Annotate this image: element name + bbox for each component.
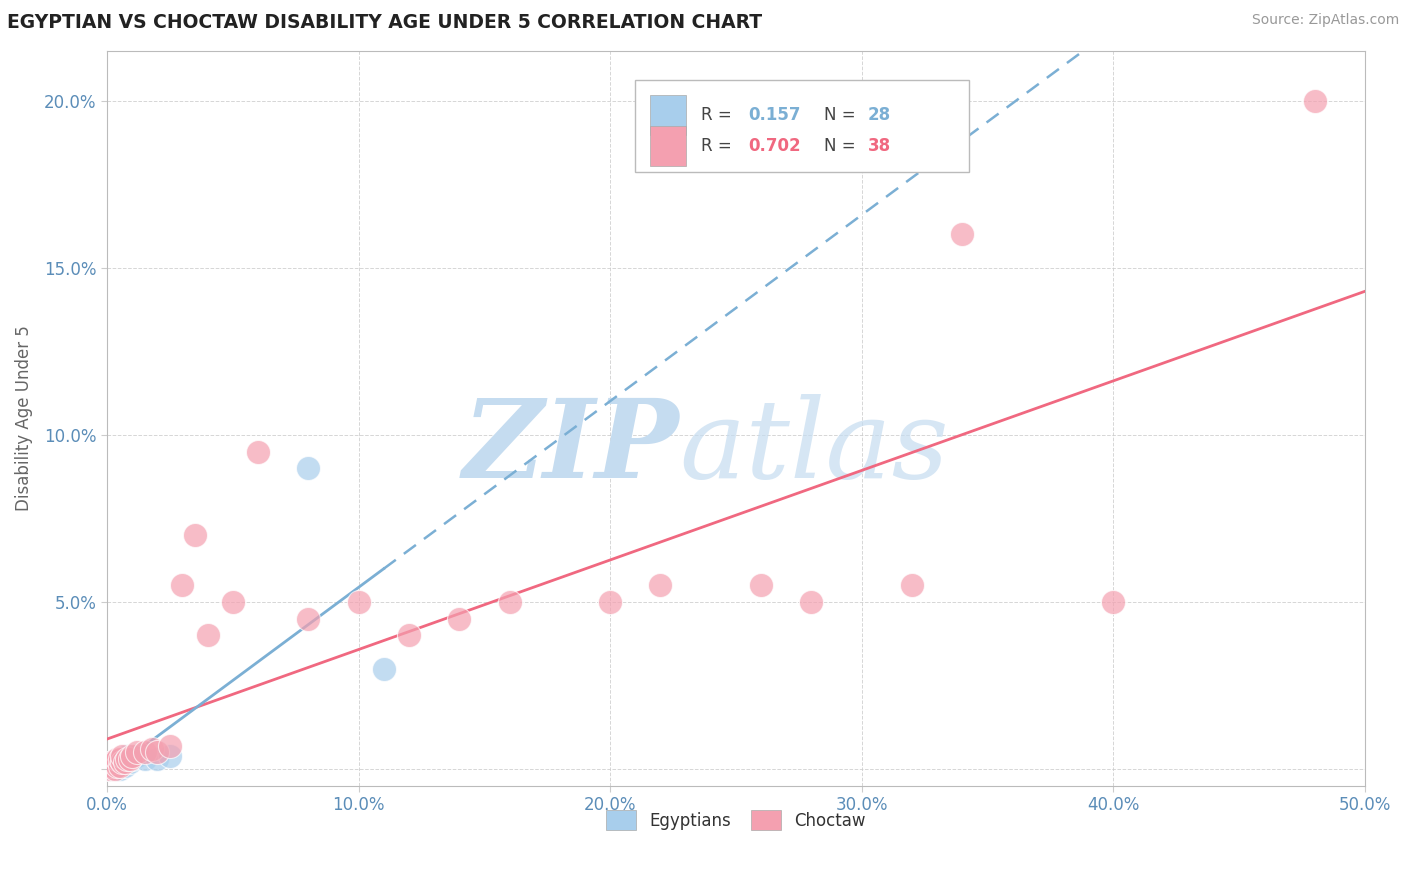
Y-axis label: Disability Age Under 5: Disability Age Under 5 [15,326,32,511]
Point [105,758,128,772]
Point [115,748,138,763]
Point [111,752,134,766]
Point [449,612,471,626]
Point [108,758,131,772]
Point [114,756,136,770]
Point [108,756,131,770]
Point [134,745,156,759]
Point [134,752,156,766]
Point [114,752,136,766]
Point [184,528,207,542]
Text: R =: R = [700,137,737,155]
Point [101,756,124,770]
Point [146,745,169,759]
Point [108,762,131,776]
Point [599,595,621,609]
Point [1303,94,1326,108]
Point [159,739,181,753]
Text: 38: 38 [868,137,891,155]
Point [111,748,134,763]
Point [127,748,149,763]
Point [373,662,395,676]
Bar [651,95,686,136]
Point [146,752,169,766]
Point [121,752,143,766]
Point [103,756,125,770]
Text: ZIP: ZIP [463,394,679,501]
Point [800,595,823,609]
Point [105,752,128,766]
Point [498,595,520,609]
Point [347,595,370,609]
Text: EGYPTIAN VS CHOCTAW DISABILITY AGE UNDER 5 CORRELATION CHART: EGYPTIAN VS CHOCTAW DISABILITY AGE UNDER… [7,13,762,32]
Point [121,748,143,763]
Point [108,752,131,766]
Bar [651,126,686,167]
Point [222,595,245,609]
Point [111,758,134,772]
Point [98,762,121,776]
Point [105,756,128,770]
Point [159,748,181,763]
Point [103,756,125,770]
Point [118,752,141,766]
Text: atlas: atlas [679,394,949,501]
Point [115,752,138,766]
Point [172,578,194,592]
Text: 0.157: 0.157 [748,106,801,124]
Point [749,578,772,592]
Point [103,762,125,776]
Point [103,762,125,776]
Point [118,756,141,770]
Point [1102,595,1125,609]
Text: N =: N = [824,137,860,155]
Point [98,762,121,776]
FancyBboxPatch shape [636,80,969,172]
Point [105,762,128,776]
Point [141,742,163,756]
Point [101,758,124,772]
Point [246,444,269,458]
Point [950,227,973,242]
Point [901,578,924,592]
Point [197,628,219,642]
Text: N =: N = [824,106,860,124]
Point [98,762,121,776]
Point [101,758,124,772]
Point [105,758,128,772]
Point [108,752,131,766]
Point [297,612,319,626]
Text: Source: ZipAtlas.com: Source: ZipAtlas.com [1251,13,1399,28]
Point [398,628,420,642]
Point [103,758,125,772]
Point [114,758,136,772]
Point [101,762,124,776]
Text: 28: 28 [868,106,891,124]
Point [127,745,149,759]
Text: R =: R = [700,106,737,124]
Point [115,756,138,770]
Legend: Egyptians, Choctaw: Egyptians, Choctaw [599,804,873,837]
Point [101,756,124,770]
Text: 0.702: 0.702 [748,137,801,155]
Point [111,756,134,770]
Point [297,461,319,475]
Point [650,578,672,592]
